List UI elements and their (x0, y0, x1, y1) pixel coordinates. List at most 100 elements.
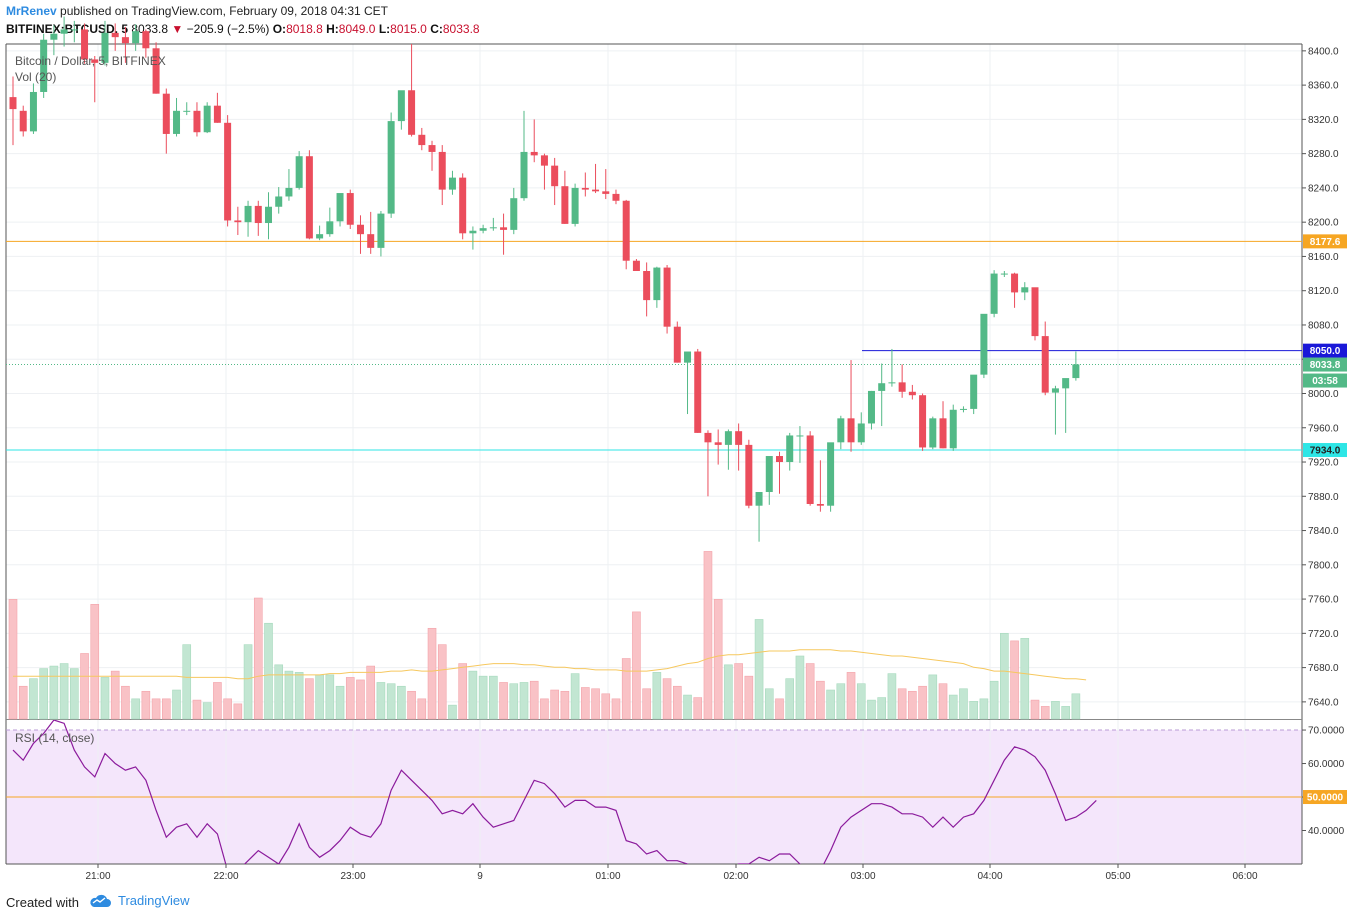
candle (265, 192, 272, 240)
candle-body (418, 134, 426, 146)
candle-body (428, 145, 436, 152)
candle-body (898, 382, 906, 392)
volume-bar (1000, 633, 1009, 720)
candle (510, 187, 518, 235)
axis-tick-label: 7960.0 (1308, 423, 1339, 434)
volume-bar (693, 697, 703, 720)
candle-body (254, 205, 262, 224)
candle (919, 393, 927, 451)
candle-body (1011, 273, 1019, 293)
candle (632, 259, 640, 271)
candle (29, 83, 37, 134)
level-badge-blue: 8050.0 (1303, 343, 1347, 358)
volume-bar (1010, 640, 1019, 720)
volume-bar (100, 677, 110, 720)
volume-bar (284, 670, 294, 720)
volume-bar (468, 670, 478, 720)
badge-bg (1303, 234, 1347, 249)
volume-bar (703, 551, 713, 720)
candle (367, 211, 375, 254)
candle-body (806, 435, 814, 504)
price-chart[interactable]: Bitcoin / Dollar, 5, BITFINEX Vol (20) RSI… (0, 0, 1359, 885)
volume-bar (448, 704, 457, 720)
badge-label: 8033.8 (1310, 360, 1341, 371)
chart-header: MrRenev published on TradingView.com, Fe… (0, 0, 1359, 44)
candle-body (132, 31, 140, 44)
candle (469, 226, 477, 250)
candle (755, 492, 763, 542)
level-badge-orange: 8177.6 (1303, 234, 1347, 249)
volume-bar (550, 689, 559, 720)
candle (653, 266, 661, 308)
candle-body (336, 193, 344, 222)
author-link[interactable]: MrRenev (6, 4, 57, 18)
last-price-badge: 8033.8 (1303, 357, 1347, 372)
volume-bar (897, 688, 907, 720)
candle-body (1072, 364, 1080, 379)
axis-tick-label: 7920.0 (1308, 458, 1339, 469)
volume-bar (887, 673, 897, 720)
volume-bar (315, 674, 324, 720)
candle-body (673, 326, 681, 363)
candle-body (714, 442, 722, 445)
volume-bar (683, 694, 692, 720)
badge-bg (1303, 373, 1347, 388)
volume-bar (253, 597, 263, 720)
candle (377, 211, 385, 257)
candle-body (878, 383, 886, 391)
volume-bar (131, 698, 140, 720)
volume-bar (581, 687, 590, 720)
candle-body (193, 110, 201, 133)
candle (714, 429, 722, 465)
volume-bar (182, 644, 192, 720)
candle (356, 215, 364, 254)
candle-body (694, 351, 702, 433)
candle (40, 33, 48, 98)
volume-bar (540, 698, 549, 720)
candle-body (50, 33, 58, 40)
axis-tick-label: 8400.0 (1308, 46, 1339, 57)
volume-bar (162, 698, 171, 720)
volume-bar (39, 668, 48, 720)
candle (878, 363, 886, 427)
candle (970, 374, 978, 415)
badge-label: 8177.6 (1310, 237, 1341, 248)
axis-tick-label: 8000.0 (1308, 389, 1339, 400)
candle (213, 92, 221, 123)
candle (786, 432, 794, 471)
candle (959, 406, 967, 413)
candle (101, 20, 109, 66)
volume-bar (376, 682, 386, 720)
volume-bar (601, 693, 611, 720)
publish-line: MrRenev published on TradingView.com, Fe… (6, 4, 388, 18)
volume-bar (172, 689, 181, 720)
volume-bar (202, 702, 212, 720)
vertical-grid (97, 44, 1246, 864)
candle-body (213, 105, 221, 123)
volume-bar (826, 689, 835, 720)
volume-bar (305, 678, 314, 720)
volume-bar (928, 674, 938, 720)
volume-bar (754, 619, 764, 720)
axis-tick-label: 8240.0 (1308, 183, 1339, 194)
low-value: 8015.0 (390, 22, 427, 36)
candle (990, 270, 998, 318)
volume-bar (437, 644, 447, 720)
volume-bar (734, 663, 743, 720)
candle-body (9, 97, 17, 110)
tradingview-link[interactable]: TradingView (88, 893, 190, 908)
rsi-tick-label: 40.0000 (1308, 826, 1345, 837)
candle-body (888, 382, 896, 384)
candle-body (990, 273, 998, 314)
volume-bar (70, 668, 79, 720)
candle (1011, 272, 1019, 308)
candle-body (173, 110, 181, 134)
volume-bar (417, 698, 427, 720)
chart-title: Bitcoin / Dollar, 5, BITFINEX (15, 54, 166, 68)
candle-body (653, 267, 661, 301)
candle (908, 384, 916, 400)
candle (867, 390, 875, 430)
badge-label: 03:58 (1312, 376, 1338, 387)
volume-bar (1071, 693, 1081, 720)
volume-bar (979, 698, 989, 720)
